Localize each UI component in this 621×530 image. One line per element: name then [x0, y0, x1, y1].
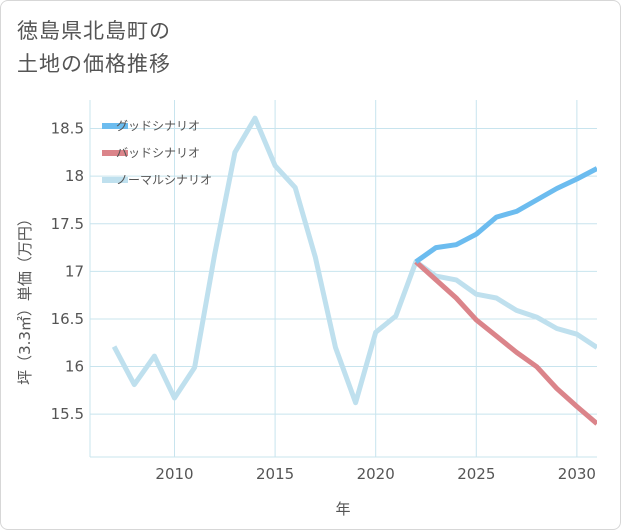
series-line-normal: [111, 115, 597, 406]
x-tick-label-2010: 2010: [155, 465, 193, 483]
y-tick-label-16.5: 16.5: [51, 310, 84, 328]
chart-title-line-1: 徳島県北島町の: [17, 19, 171, 43]
legend-item-bad[interactable]: バッドシナリオ: [102, 146, 200, 160]
legend-label-normal: ノーマルシナリオ: [116, 173, 212, 187]
y-tick-label-17.5: 17.5: [51, 215, 84, 233]
legend-item-good[interactable]: グッドシナリオ: [102, 119, 200, 133]
chart-title-line-2: 土地の価格推移: [17, 52, 171, 76]
x-tick-label-2025: 2025: [457, 465, 495, 483]
x-tick-label-2015: 2015: [256, 465, 294, 483]
chart-title: 徳島県北島町の 土地の価格推移: [17, 15, 171, 81]
y-tick-label-15.5: 15.5: [51, 405, 84, 423]
legend-item-normal[interactable]: ノーマルシナリオ: [102, 173, 212, 187]
x-tick-label-2030: 2030: [558, 465, 596, 483]
x-axis-title: 年: [335, 500, 350, 518]
series-line-good: [414, 166, 597, 264]
legend-label-good: グッドシナリオ: [116, 119, 200, 133]
y-tick-label-18: 18: [65, 167, 84, 185]
y-tick-label-18.5: 18.5: [51, 120, 84, 138]
legend-label-bad: バッドシナリオ: [116, 146, 200, 160]
axis-ticks: 2010 2015 2020 2025 2030 15.5 16 16.5 17 17.5 18 18…: [51, 120, 596, 483]
x-tick-label-2020: 2020: [357, 465, 395, 483]
y-tick-label-17: 17: [65, 262, 84, 280]
y-axis-title: 坪（3.3㎡）単価（万円）: [16, 211, 34, 385]
y-tick-label-16: 16: [65, 358, 84, 376]
series-line-bad: [414, 259, 597, 426]
plot-frame: [89, 100, 597, 458]
series-lines: [111, 115, 597, 426]
